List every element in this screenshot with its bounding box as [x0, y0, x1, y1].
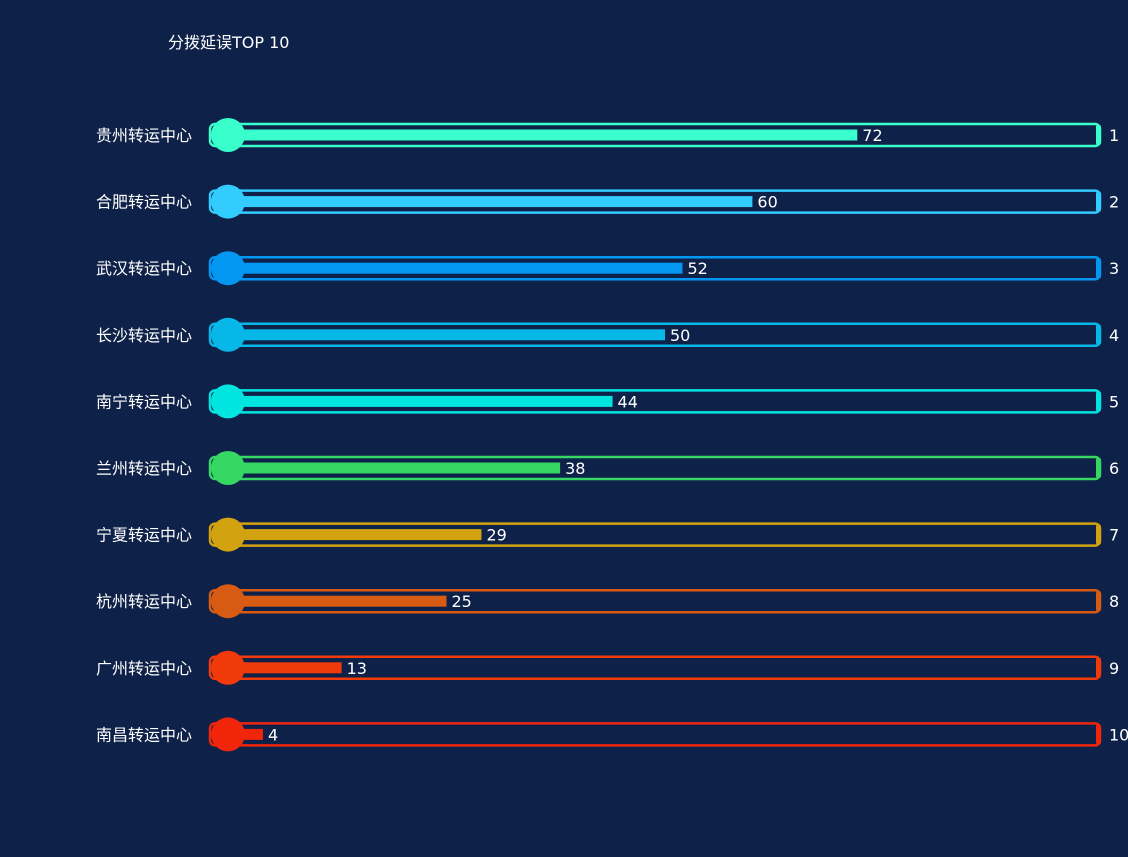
rank-label: 9	[1109, 659, 1119, 678]
category-label: 杭州转运中心	[96, 592, 192, 611]
bar-head-dot	[211, 317, 245, 352]
bar-value	[228, 728, 263, 740]
value-label: 4	[268, 725, 278, 744]
value-label: 52	[687, 259, 707, 278]
rank-label: 2	[1109, 193, 1119, 212]
rank-label: 1	[1109, 126, 1119, 145]
category-label: 贵州转运中心	[96, 126, 192, 145]
bar-row: 兰州转运中心 38 6	[96, 451, 1119, 485]
category-label: 长沙转运中心	[96, 326, 192, 345]
bar-frame-cap	[1096, 391, 1101, 412]
bar-value	[228, 395, 613, 407]
value-label: 60	[757, 193, 777, 212]
bar-value	[228, 129, 858, 141]
bar-row: 南宁转运中心 44 5	[96, 384, 1119, 419]
rank-label: 3	[1109, 259, 1119, 278]
bar-frame-cap	[1096, 524, 1101, 545]
bar-frame-cap	[1096, 324, 1101, 345]
value-label: 44	[618, 392, 638, 411]
rank-label: 7	[1109, 526, 1119, 545]
bar-frame	[208, 722, 1102, 747]
category-label: 宁夏转运中心	[96, 526, 192, 545]
bar-value	[228, 462, 561, 474]
category-label: 南宁转运中心	[96, 392, 192, 411]
bar-value	[228, 196, 753, 208]
rank-label: 10	[1109, 725, 1128, 744]
bar-row: 贵州转运中心 72 1	[96, 118, 1119, 152]
bar-row: 广州转运中心 13 9	[96, 650, 1119, 685]
bar-frame-cap	[1096, 125, 1101, 145]
category-label: 合肥转运中心	[96, 193, 192, 212]
bar-frame-cap	[1096, 657, 1101, 678]
category-label: 武汉转运中心	[96, 259, 192, 278]
bar-head-dot	[211, 717, 245, 752]
bar-value	[228, 329, 665, 341]
bar-head-dot	[211, 517, 245, 552]
bar-head-dot	[211, 451, 245, 485]
rank-label: 8	[1109, 592, 1119, 611]
bar-head-dot	[211, 251, 245, 286]
category-label: 兰州转运中心	[96, 459, 192, 478]
bar-row: 合肥转运中心 60 2	[96, 184, 1119, 219]
category-label: 广州转运中心	[96, 659, 192, 678]
value-label: 38	[565, 459, 585, 478]
bar-row: 宁夏转运中心 29 7	[96, 517, 1119, 552]
category-label: 南昌转运中心	[96, 725, 192, 744]
bar-value	[228, 662, 342, 674]
bar-head-dot	[211, 384, 245, 419]
bar-row: 武汉转运中心 52 3	[96, 251, 1119, 286]
bar-head-dot	[211, 584, 245, 619]
bar-rows: 贵州转运中心 72 1 合肥转运中心 60 2 武汉转运中心 52 3 长沙转运中心 50 4 南宁转运…	[96, 118, 1128, 752]
bar-row: 南昌转运中心 4 10	[96, 717, 1128, 752]
bar-frame-cap	[1096, 724, 1101, 745]
bar-value	[228, 595, 447, 607]
value-label: 25	[452, 592, 472, 611]
rank-label: 6	[1109, 459, 1119, 478]
bar-frame	[208, 655, 1102, 681]
bar-head-dot	[211, 118, 245, 152]
bar-row: 长沙转运中心 50 4	[96, 317, 1119, 352]
chart-title: 分拨延误TOP 10	[168, 33, 289, 52]
bar-head-dot	[211, 650, 245, 685]
bar-frame-cap	[1096, 191, 1101, 212]
value-label: 72	[862, 126, 882, 145]
bar-value	[228, 262, 683, 274]
bar-frame-cap	[1096, 458, 1101, 478]
bar-frame-cap	[1096, 591, 1101, 612]
rank-label: 5	[1109, 392, 1119, 411]
rank-label: 4	[1109, 326, 1119, 345]
value-label: 29	[486, 526, 506, 545]
bar-head-dot	[211, 184, 245, 219]
value-label: 13	[347, 659, 367, 678]
bar-frame-cap	[1096, 258, 1101, 279]
bar-value	[228, 529, 482, 541]
bar-row: 杭州转运中心 25 8	[96, 584, 1119, 619]
value-label: 50	[670, 326, 690, 345]
